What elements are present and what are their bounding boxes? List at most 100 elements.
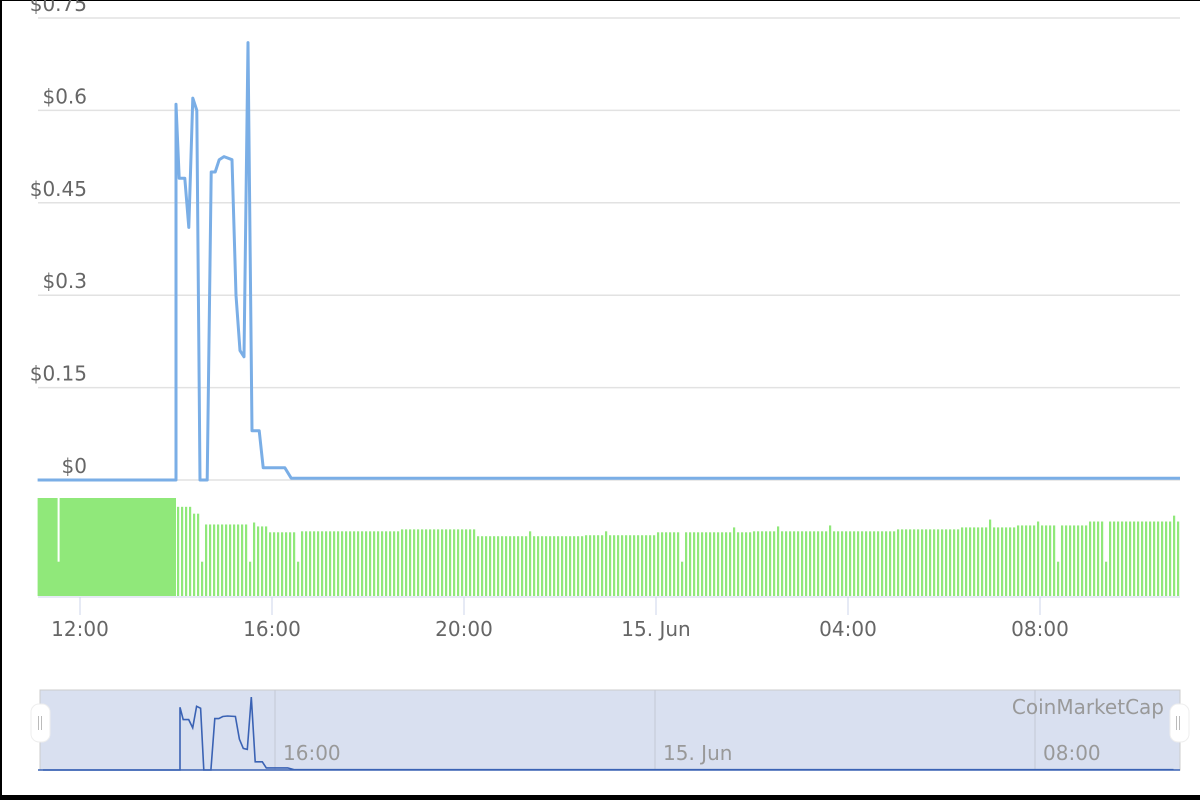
volume-bar [541, 536, 544, 596]
volume-bar [477, 536, 480, 596]
volume-bar [1009, 527, 1012, 596]
volume-bar [985, 527, 988, 596]
volume-bar-gap [57, 498, 60, 562]
volume-bar [801, 531, 804, 596]
volume-bar [861, 531, 864, 596]
volume-bar [925, 529, 928, 596]
volume-bar [297, 561, 300, 596]
volume-bar [393, 531, 396, 596]
volume-bar [429, 529, 432, 596]
volume-bar [1129, 521, 1132, 596]
volume-bar [573, 536, 576, 596]
volume-bar [909, 529, 912, 596]
volume-bar [885, 531, 888, 596]
volume-bar [1145, 521, 1148, 596]
volume-bar [669, 532, 672, 596]
volume-bar [193, 513, 196, 596]
y-tick-label: $0.6 [42, 84, 87, 108]
volume-bar [201, 561, 204, 596]
volume-bar [545, 536, 548, 596]
volume-bar [633, 535, 636, 596]
volume-bar [845, 531, 848, 596]
volume-bar [585, 535, 588, 596]
volume-bar [597, 535, 600, 596]
x-tick-label: 04:00 [819, 617, 877, 641]
volume-bar [277, 532, 280, 596]
volume-bar [401, 529, 404, 596]
volume-bar [701, 532, 704, 596]
volume-bar [381, 531, 384, 596]
volume-bar [405, 529, 408, 596]
volume-bar [189, 506, 192, 596]
volume-bar [1025, 525, 1028, 596]
volume-bar [345, 531, 348, 596]
volume-bar [1109, 521, 1112, 596]
volume-bar [421, 529, 424, 596]
volume-bar [317, 531, 320, 596]
volume-bar [737, 532, 740, 596]
volume-bar [221, 524, 224, 596]
volume-bar [1141, 521, 1144, 596]
volume-bar [509, 536, 512, 596]
volume-bar [333, 531, 336, 596]
volume-bar [945, 529, 948, 596]
volume-bar [241, 524, 244, 596]
volume-bar [1153, 521, 1156, 596]
volume-bar [957, 529, 960, 596]
volume-bar [693, 532, 696, 596]
volume-bar [1149, 521, 1152, 596]
volume-bar [325, 531, 328, 596]
volume-bar [577, 536, 580, 596]
volume-bar [461, 529, 464, 596]
y-tick-label: $0.45 [30, 177, 87, 201]
volume-bar [205, 524, 208, 596]
volume-bar [177, 506, 180, 596]
volume-bar [269, 532, 272, 596]
volume-bar [513, 536, 516, 596]
navigator-handle-right[interactable] [1169, 703, 1190, 743]
volume-bar [385, 531, 388, 596]
volume-bar [1089, 521, 1092, 596]
volume-bar [829, 525, 832, 596]
volume-bar [625, 535, 628, 596]
volume-bar [1113, 521, 1116, 596]
volume-bar [209, 524, 212, 596]
volume-bar [533, 536, 536, 596]
volume-bar [1125, 521, 1128, 596]
volume-bar [389, 531, 392, 596]
volume-bar [369, 531, 372, 596]
volume-bar [473, 529, 476, 596]
volume-bar [1157, 521, 1160, 596]
volume-bar [769, 531, 772, 596]
navigator[interactable]: 16:00 15. Jun 08:00 CoinMarketCap [30, 689, 1190, 771]
navigator-selected-range[interactable] [39, 689, 1181, 771]
volume-bar [905, 529, 908, 596]
volume-bar [873, 531, 876, 596]
volume-bar [449, 529, 452, 596]
navigator-tick-label: 16:00 [283, 741, 341, 765]
volume-bar [793, 531, 796, 596]
navigator-handle-left[interactable] [30, 703, 51, 743]
volume-bar [789, 531, 792, 596]
volume-bar [1057, 561, 1060, 596]
volume-bar [437, 529, 440, 596]
volume-bar [281, 532, 284, 596]
volume-bar [661, 532, 664, 596]
volume-bar [261, 526, 264, 596]
volume-bar [973, 527, 976, 596]
volume-bar [553, 536, 556, 596]
volume-bar [1065, 525, 1068, 596]
grid-lines [38, 17, 1180, 481]
navigator-tick-label: 15. Jun [663, 741, 732, 765]
volume-bar [725, 532, 728, 596]
volume-bar [997, 527, 1000, 596]
volume-bar [197, 513, 200, 596]
volume-bar [397, 531, 400, 596]
volume-bar [697, 532, 700, 596]
volume-bar [817, 531, 820, 596]
volume-bar [893, 531, 896, 596]
price-line[interactable] [37, 41, 1180, 482]
volume-bar [1001, 527, 1004, 596]
volume-bar [981, 527, 984, 596]
